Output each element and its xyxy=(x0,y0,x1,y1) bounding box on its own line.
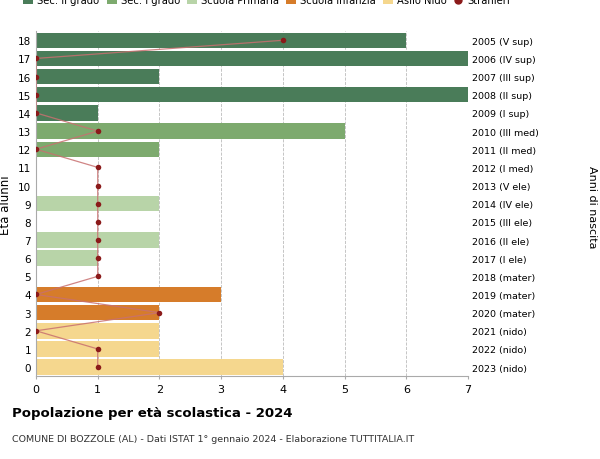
Point xyxy=(93,237,103,244)
Point xyxy=(93,183,103,190)
Legend: Sec. II grado, Sec. I grado, Scuola Primaria, Scuola Infanzia, Asilo Nido, Stran: Sec. II grado, Sec. I grado, Scuola Prim… xyxy=(19,0,514,11)
Point xyxy=(93,218,103,226)
Point xyxy=(93,364,103,371)
Point xyxy=(31,56,41,63)
Point xyxy=(93,201,103,208)
Point xyxy=(278,38,287,45)
Text: COMUNE DI BOZZOLE (AL) - Dati ISTAT 1° gennaio 2024 - Elaborazione TUTTITALIA.IT: COMUNE DI BOZZOLE (AL) - Dati ISTAT 1° g… xyxy=(12,434,414,443)
Point xyxy=(93,273,103,280)
Bar xyxy=(36,142,160,157)
Bar xyxy=(36,88,468,103)
Bar xyxy=(36,51,468,67)
Bar xyxy=(36,305,160,321)
Point xyxy=(93,255,103,262)
Bar xyxy=(36,233,160,248)
Bar xyxy=(36,70,160,85)
Point xyxy=(155,309,164,317)
Point xyxy=(31,92,41,99)
Bar xyxy=(36,359,283,375)
Bar xyxy=(36,324,160,339)
Point xyxy=(31,327,41,335)
Bar xyxy=(36,251,98,266)
Bar xyxy=(36,124,344,140)
Bar xyxy=(36,196,160,212)
Point xyxy=(93,164,103,172)
Bar xyxy=(36,341,160,357)
Bar xyxy=(36,287,221,302)
Text: Popolazione per età scolastica - 2024: Popolazione per età scolastica - 2024 xyxy=(12,406,293,419)
Text: Anni di nascita: Anni di nascita xyxy=(587,165,597,248)
Point xyxy=(31,291,41,298)
Y-axis label: Età alunni: Età alunni xyxy=(0,174,13,234)
Bar xyxy=(36,34,406,49)
Point xyxy=(31,146,41,154)
Point xyxy=(31,110,41,118)
Point xyxy=(93,346,103,353)
Point xyxy=(93,128,103,135)
Point xyxy=(31,74,41,81)
Bar xyxy=(36,106,98,121)
